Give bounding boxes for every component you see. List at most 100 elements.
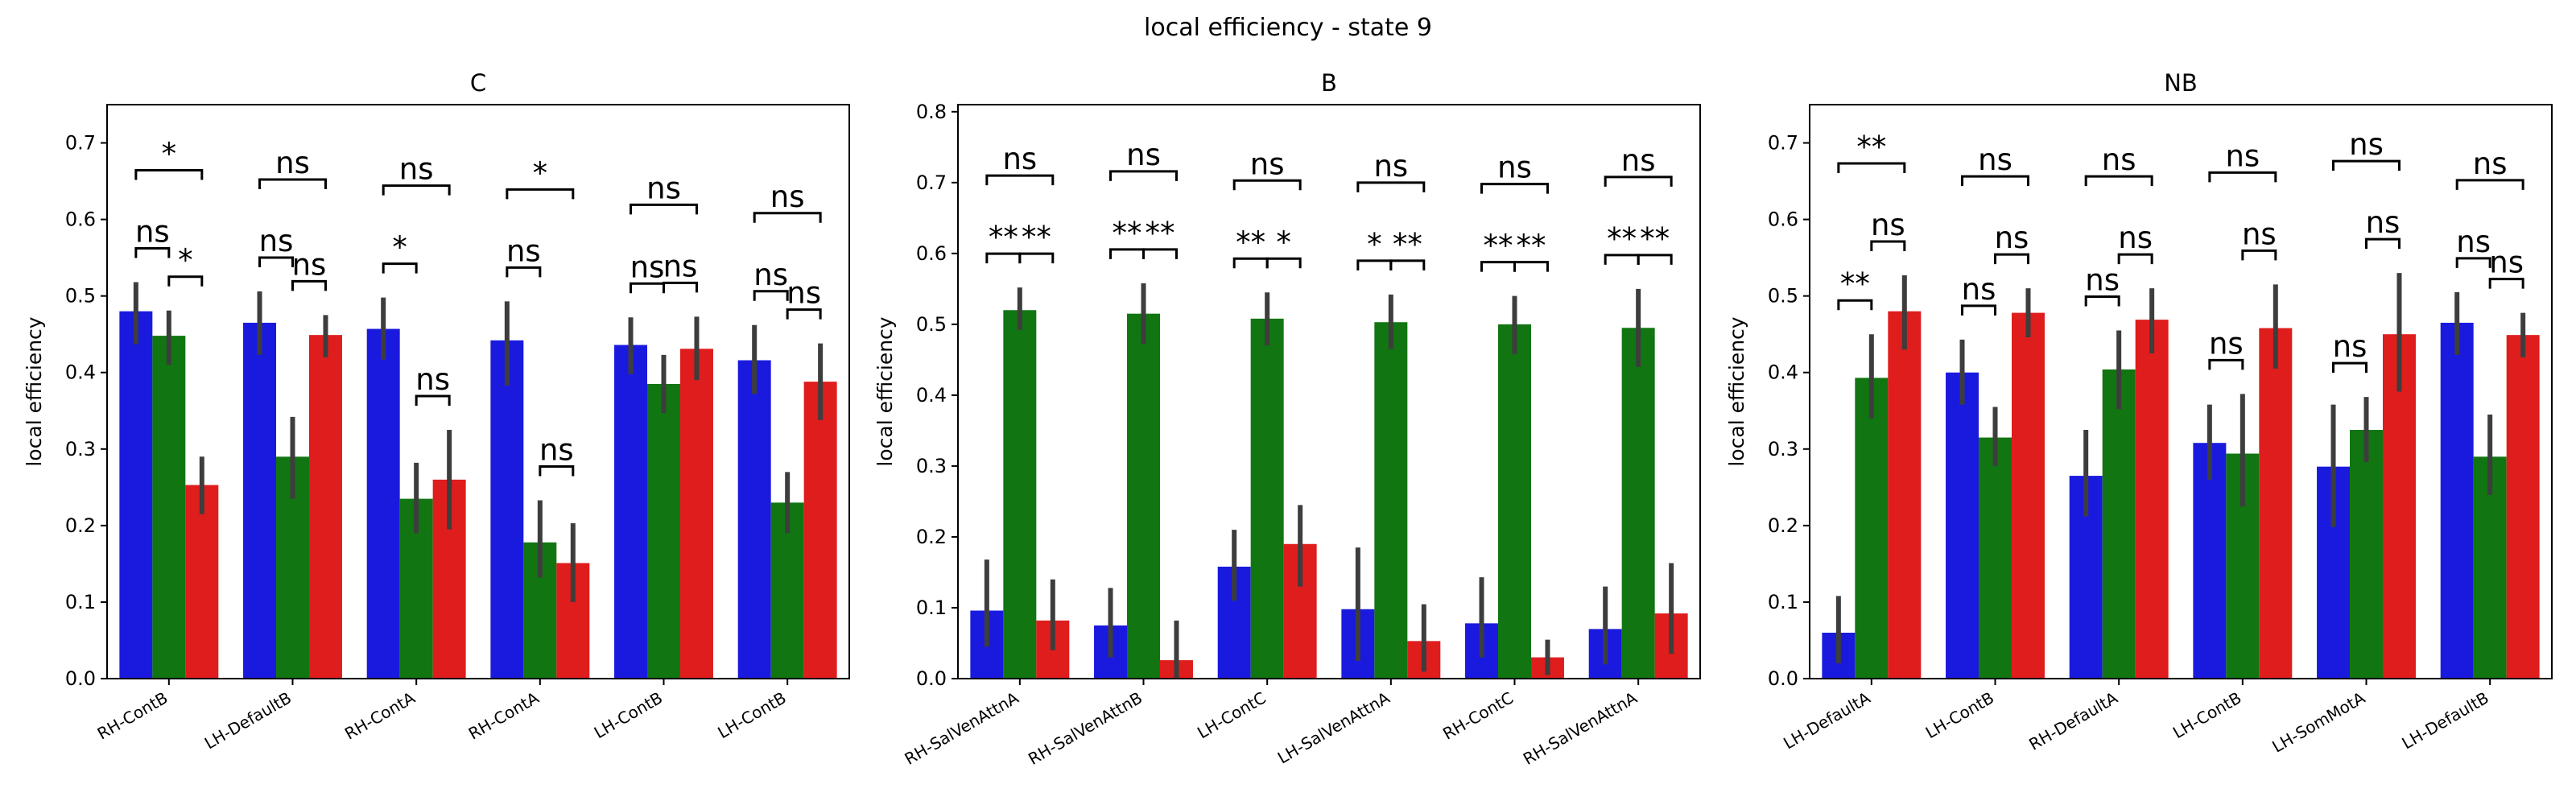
panel-title: B — [1321, 69, 1337, 97]
significance-label: ns — [259, 224, 294, 258]
significance-bracket — [1837, 162, 1906, 173]
significance-bracket — [786, 308, 822, 320]
significance-label: ns — [2225, 138, 2260, 173]
y-tick-label: 0.3 — [1768, 438, 1798, 460]
significance-label: ns — [1871, 208, 1905, 242]
bar — [2193, 443, 2227, 679]
significance-bracket — [630, 282, 665, 294]
significance-label: ** — [1484, 229, 1513, 263]
significance-label: ns — [2209, 326, 2244, 361]
bar — [803, 382, 837, 679]
significance-bracket — [2208, 171, 2277, 183]
significance-bracket — [2117, 253, 2153, 265]
y-tick-label: 0.0 — [916, 667, 947, 690]
bar — [1003, 310, 1037, 679]
panel-title: C — [470, 69, 486, 97]
y-tick-label: 0.1 — [65, 591, 96, 613]
bar — [1127, 313, 1160, 679]
significance-bracket — [1109, 170, 1178, 181]
significance-bracket — [2084, 295, 2120, 307]
significance-bracket — [1870, 240, 1906, 251]
bar — [2011, 312, 2045, 679]
y-tick-label: 0.5 — [916, 313, 947, 336]
y-tick-label: 0.6 — [1768, 208, 1798, 231]
y-axis-label: local efficiency — [873, 316, 897, 466]
y-tick-label: 0.7 — [916, 171, 947, 194]
significance-bracket — [630, 203, 698, 215]
significance-bracket — [291, 279, 327, 291]
significance-label: ** — [1113, 216, 1142, 250]
x-tick-label: RH-ContA — [465, 687, 543, 743]
significance-bracket — [2084, 175, 2153, 187]
significance-bracket — [1232, 179, 1302, 191]
significance-label: ns — [1978, 142, 2013, 177]
significance-label: ns — [1373, 149, 1408, 184]
bar — [679, 349, 713, 679]
significance-label: ns — [646, 171, 681, 205]
bar — [2506, 335, 2540, 679]
y-tick-label: 0.7 — [65, 132, 96, 155]
significance-bracket — [1961, 175, 2029, 187]
x-tick-label: RH-ContC — [1439, 688, 1517, 744]
y-axis-label: local efficiency — [1725, 316, 1748, 466]
significance-label: ns — [663, 249, 698, 283]
significance-label: ** — [1022, 220, 1051, 254]
bar — [152, 336, 186, 679]
significance-bracket — [1265, 257, 1302, 269]
x-tick-label: LH-DefaultB — [201, 688, 295, 753]
bar — [243, 322, 277, 679]
x-tick-label: LH-DefaultA — [1780, 687, 1873, 753]
significance-label: ** — [1393, 227, 1422, 262]
significance-label: ** — [1607, 221, 1637, 256]
significance-label: ns — [415, 362, 450, 397]
x-tick-label: LH-ContB — [1922, 688, 1997, 743]
significance-bracket — [2208, 358, 2244, 370]
x-tick-label: LH-SalVenAttnA — [1274, 687, 1393, 767]
bar — [2350, 430, 2383, 679]
significance-bracket — [539, 464, 575, 477]
significance-bracket — [753, 212, 822, 223]
significance-bracket — [1356, 259, 1393, 270]
significance-label: ns — [399, 152, 434, 187]
significance-label: ns — [753, 258, 788, 292]
x-tick-label: RH-SalVenAttnA — [902, 687, 1022, 769]
x-tick-label: LH-DefaultB — [2399, 688, 2492, 753]
significance-bracket — [415, 394, 451, 407]
x-tick-label: LH-SomMotA — [2268, 687, 2368, 756]
significance-label: * — [1367, 227, 1382, 262]
bar — [1979, 437, 2012, 679]
bar — [490, 340, 524, 679]
significance-bracket — [382, 184, 451, 196]
bar — [2440, 322, 2474, 679]
significance-bracket — [1480, 183, 1549, 194]
y-tick-label: 0.2 — [65, 514, 96, 537]
significance-bracket — [258, 178, 327, 189]
significance-label: ns — [135, 215, 170, 250]
significance-label: ns — [2085, 262, 2120, 297]
y-tick-label: 0.0 — [65, 667, 96, 690]
bar — [614, 345, 648, 679]
significance-bracket — [2488, 278, 2524, 289]
significance-label: * — [178, 243, 193, 278]
significance-bracket — [2455, 179, 2524, 190]
significance-label: ns — [2489, 246, 2524, 280]
bar — [1855, 378, 1889, 679]
significance-bracket — [1018, 252, 1055, 264]
significance-label: ** — [1640, 221, 1670, 256]
y-tick-label: 0.4 — [1768, 361, 1798, 384]
bar — [647, 383, 680, 679]
significance-label: ns — [275, 146, 310, 180]
bar — [2259, 328, 2293, 679]
y-tick-label: 0.5 — [1768, 285, 1798, 308]
significance-bracket — [1637, 254, 1673, 265]
y-tick-label: 0.6 — [916, 242, 947, 265]
bar — [1498, 324, 1531, 679]
x-tick-label: RH-DefaultA — [2025, 687, 2121, 753]
bar — [185, 485, 219, 679]
significance-label: ns — [1002, 142, 1037, 176]
bar — [1250, 318, 1284, 679]
significance-label: ns — [630, 250, 665, 284]
significance-bracket — [2455, 257, 2491, 268]
significance-bracket — [1389, 259, 1426, 270]
significance-bracket — [506, 266, 542, 278]
